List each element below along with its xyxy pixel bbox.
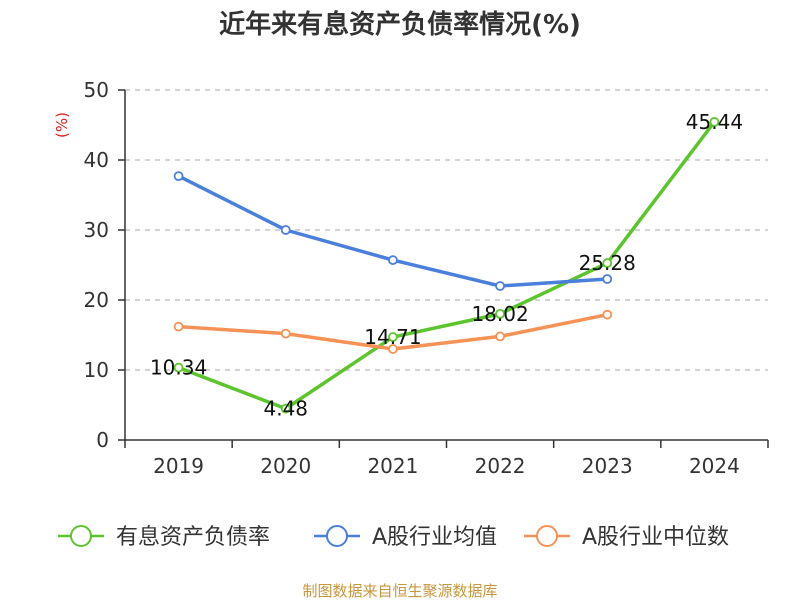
grid-lines	[125, 89, 768, 371]
point-0-2	[388, 332, 398, 342]
legend-label-1: A股行业均值	[372, 525, 497, 550]
point-1-1	[280, 225, 291, 235]
x-tick-label-2024: 2024	[689, 454, 740, 478]
point-0-5	[709, 117, 720, 127]
point-0-4	[602, 258, 613, 268]
point-0-3	[495, 308, 505, 319]
axes: 0 10 20 30 40 50 2019 2020 2021 2022 2023 2024	[84, 78, 769, 478]
point-2-2	[388, 344, 398, 354]
y-axis-label: (%)	[53, 112, 71, 138]
x-tick-label-2022: 2022	[475, 454, 526, 478]
data-label-5: 45.44	[686, 110, 743, 134]
data-label-3: 18.02	[471, 302, 528, 326]
data-labels: 10.34 4.48 14.71 18.02 25.28 45.44	[150, 110, 743, 421]
x-tick-label-2021: 2021	[367, 454, 418, 478]
y-tick-label-20: 20	[84, 288, 109, 312]
legend[interactable]: 有息资产负债率 A股行业均值 A股行业中位数	[58, 525, 729, 550]
point-1-4	[602, 274, 613, 284]
legend-marker-0	[70, 525, 92, 547]
y-tick-label-40: 40	[84, 148, 109, 172]
data-label-2: 14.71	[364, 325, 421, 349]
legend-label-0: 有息资产负债率	[116, 525, 270, 550]
point-1-3	[495, 281, 505, 291]
point-0-0	[173, 362, 184, 373]
data-label-4: 25.28	[579, 251, 636, 275]
point-2-3	[495, 331, 505, 342]
x-tick-label-2023: 2023	[582, 454, 633, 478]
y-tick-label-30: 30	[84, 218, 109, 242]
data-label-1: 4.48	[263, 397, 308, 421]
point-1-0	[173, 171, 184, 182]
series-group	[173, 117, 720, 414]
series-line-1	[177, 174, 608, 288]
legend-marker-1	[326, 525, 348, 547]
data-label-0: 10.34	[150, 356, 207, 380]
point-2-1	[280, 328, 291, 339]
x-tick-label-2019: 2019	[153, 454, 204, 478]
y-tick-label-0: 0	[96, 428, 109, 452]
series-line-0	[177, 120, 716, 411]
point-1-2	[388, 255, 398, 266]
legend-marker-2	[536, 525, 558, 547]
point-2-0	[173, 321, 184, 332]
chart-title: 近年来有息资产负债率情况(%)	[219, 9, 581, 40]
legend-label-2: A股行业中位数	[582, 525, 729, 550]
y-tick-label-50: 50	[84, 78, 109, 102]
x-tick-label-2020: 2020	[260, 454, 311, 478]
source-note: 制图数据来自恒生聚源数据库	[302, 582, 497, 600]
point-0-1	[280, 403, 291, 414]
y-tick-label-10: 10	[84, 358, 109, 382]
point-2-4	[602, 309, 613, 320]
